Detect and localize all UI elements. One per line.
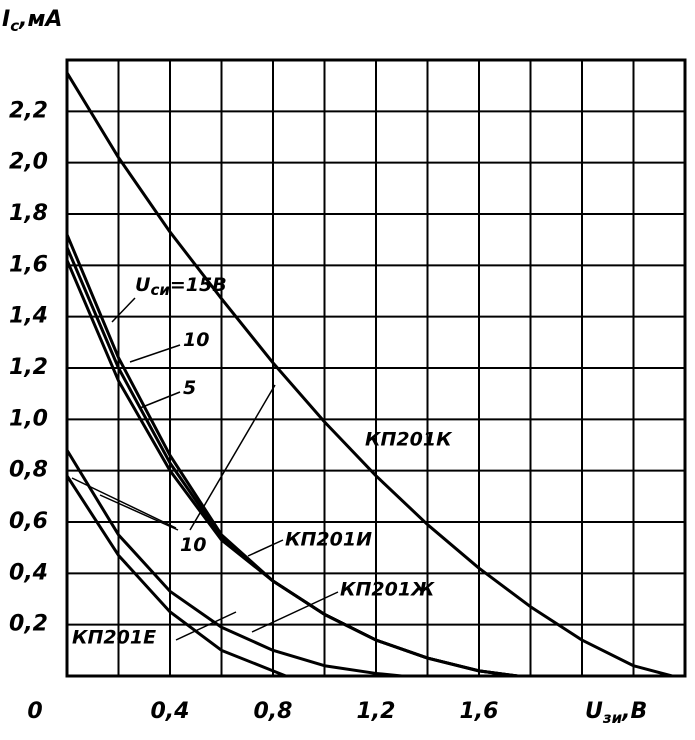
leader-line <box>129 344 181 363</box>
leader-line <box>139 391 181 409</box>
y-tick-label: 2,0 <box>9 150 48 175</box>
leader-line <box>111 297 136 323</box>
x-axis-label-unit: ,В <box>621 699 647 724</box>
y-axis-label-symbol: I <box>2 7 10 32</box>
x-axis-label: Uзи,В <box>585 699 647 727</box>
curve-label: КП201К <box>365 429 453 451</box>
y-axis-label: Iс,мА <box>2 7 62 35</box>
x-axis-label-symbol: U <box>585 699 603 724</box>
curve <box>65 233 518 678</box>
x-tick-label: 0,8 <box>254 699 293 724</box>
y-axis-label-unit: ,мА <box>18 7 62 32</box>
annotation-subscript: си <box>150 281 170 299</box>
annotation: 10 <box>183 329 209 351</box>
annotation-text: 10 <box>180 534 206 556</box>
y-tick-label: 2,2 <box>9 98 48 123</box>
annotation: 10 <box>180 534 206 556</box>
x-tick-label: 0,4 <box>151 699 190 724</box>
y-tick-label: 0,4 <box>9 560 48 585</box>
curve <box>65 246 518 678</box>
leader-line <box>175 611 237 641</box>
curve <box>65 259 518 678</box>
y-tick-label: 0,2 <box>9 612 48 637</box>
x-tick-label: 1,6 <box>460 699 499 724</box>
annotation: Uси=15В <box>135 274 227 299</box>
leader-line <box>189 384 276 531</box>
leader-line <box>251 591 339 633</box>
annotation: 5 <box>183 377 196 399</box>
y-tick-label: 0,6 <box>9 509 48 534</box>
x-axis-label-subscript: зи <box>602 709 623 727</box>
y-tick-label: 1,4 <box>9 304 48 329</box>
annotation-text: 10 <box>183 329 209 351</box>
leader-line <box>99 494 179 531</box>
annotation-symbol: U <box>135 274 151 296</box>
y-tick-label: 1,2 <box>9 355 48 380</box>
curve-label: КП201Ж <box>340 579 435 601</box>
y-tick-label: 1,8 <box>9 201 48 226</box>
curve <box>65 72 673 678</box>
curve-label: КП201Е <box>72 627 156 649</box>
annotation-text: =15В <box>170 274 227 296</box>
y-axis-label-subscript: с <box>10 17 19 35</box>
y-tick-label: 0,8 <box>9 458 48 483</box>
leader-line <box>71 477 177 529</box>
x-tick-label: 1,2 <box>357 699 396 724</box>
y-tick-label: 1,6 <box>9 252 48 277</box>
x-tick-label: 0 <box>27 699 42 724</box>
y-tick-label: 1,0 <box>9 406 48 431</box>
leader-line <box>247 539 284 557</box>
annotation-text: 5 <box>183 377 196 399</box>
curve-label: КП201И <box>285 529 372 551</box>
curve <box>65 449 402 678</box>
